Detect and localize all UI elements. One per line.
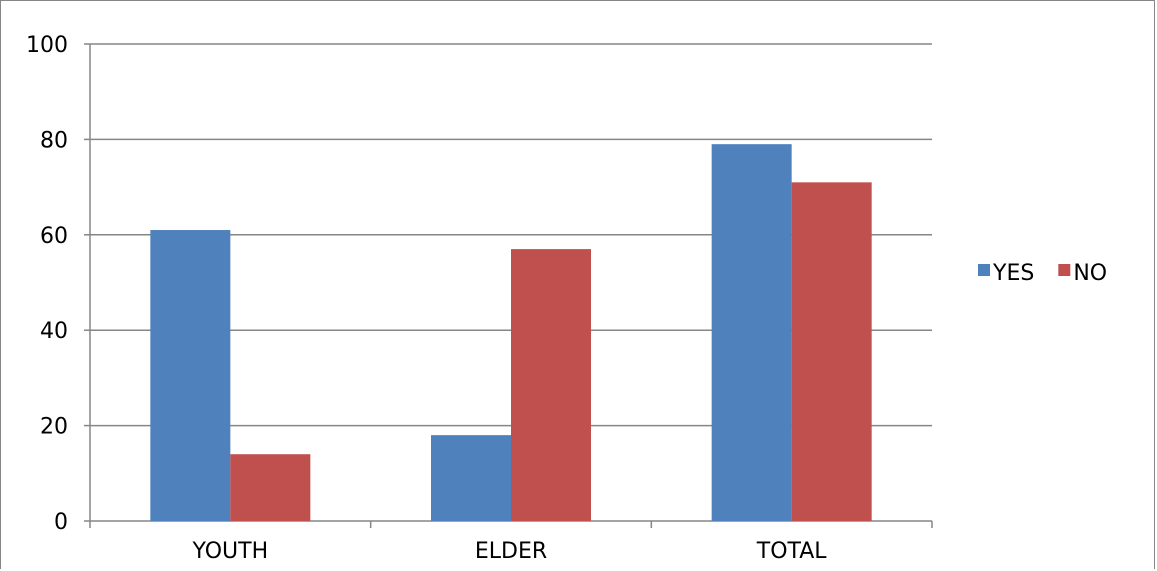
x-tick-label-youth: YOUTH <box>192 539 269 564</box>
y-tick-label-60: 60 <box>40 224 68 249</box>
legend-label-yes: YES <box>992 261 1034 286</box>
legend-label-no: NO <box>1073 261 1107 286</box>
bar-elder-no <box>511 249 591 522</box>
y-tick-label-80: 80 <box>40 128 68 153</box>
y-tick-label-20: 20 <box>40 415 68 440</box>
y-tick-label-100: 100 <box>26 33 68 58</box>
x-tick-labels: YOUTH ELDER TOTAL <box>192 539 828 564</box>
legend-swatch-no <box>1058 264 1071 276</box>
x-tick-label-elder: ELDER <box>475 539 547 564</box>
bars <box>150 144 872 522</box>
x-tick-label-total: TOTAL <box>756 539 828 564</box>
y-tick-labels: 0 20 40 60 80 100 <box>26 33 68 535</box>
legend-swatch-yes <box>978 264 990 276</box>
y-tick-label-0: 0 <box>54 510 68 535</box>
bar-youth-no <box>230 454 311 521</box>
bar-youth-yes <box>150 230 231 521</box>
bar-total-yes <box>711 144 792 522</box>
bar-total-no <box>791 182 872 521</box>
bar-elder-yes <box>431 435 511 521</box>
y-tick-label-40: 40 <box>40 319 68 344</box>
legend: YES NO <box>978 261 1107 286</box>
